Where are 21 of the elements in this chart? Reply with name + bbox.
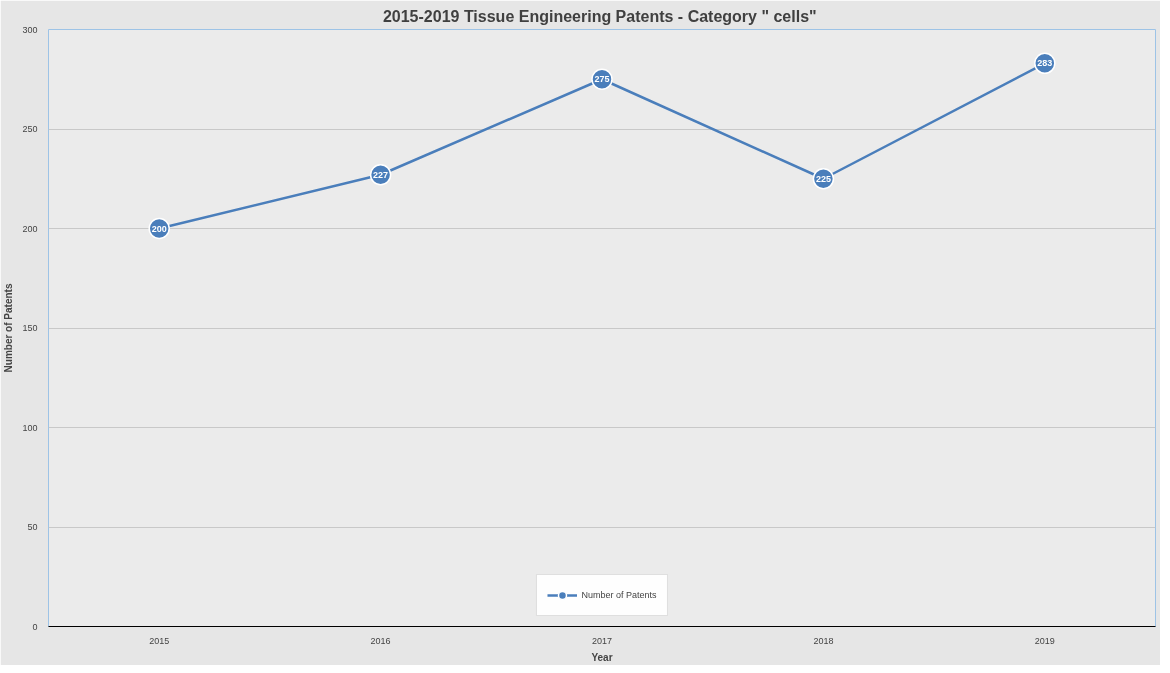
data-label: 225 <box>815 173 831 184</box>
y-axis-title: Number of Patents <box>3 283 15 373</box>
y-tick-label: 300 <box>22 24 38 35</box>
x-axis-title: Year <box>591 651 613 663</box>
data-label: 200 <box>151 223 167 234</box>
y-tick-label: 250 <box>22 124 38 134</box>
y-tick-label: 200 <box>22 223 38 234</box>
x-tick-label: 2016 <box>370 635 391 646</box>
chart-title: 2015-2019 Tissue Engineering Patents - Category " cells" <box>382 7 817 25</box>
data-label: 227 <box>373 169 389 180</box>
x-tick-label: 2018 <box>813 635 834 646</box>
legend-label: Number of Patents <box>581 590 657 600</box>
data-label: 283 <box>1037 58 1053 69</box>
x-tick-label: 2019 <box>1034 635 1055 646</box>
y-tick-label: 0 <box>32 621 38 632</box>
x-tick-label: 2015 <box>149 635 170 646</box>
y-tick-label: 50 <box>27 522 38 532</box>
data-label: 275 <box>594 74 610 85</box>
x-tick-label: 2017 <box>591 635 613 646</box>
y-tick-label: 150 <box>22 323 38 333</box>
y-tick-label: 100 <box>22 422 38 433</box>
